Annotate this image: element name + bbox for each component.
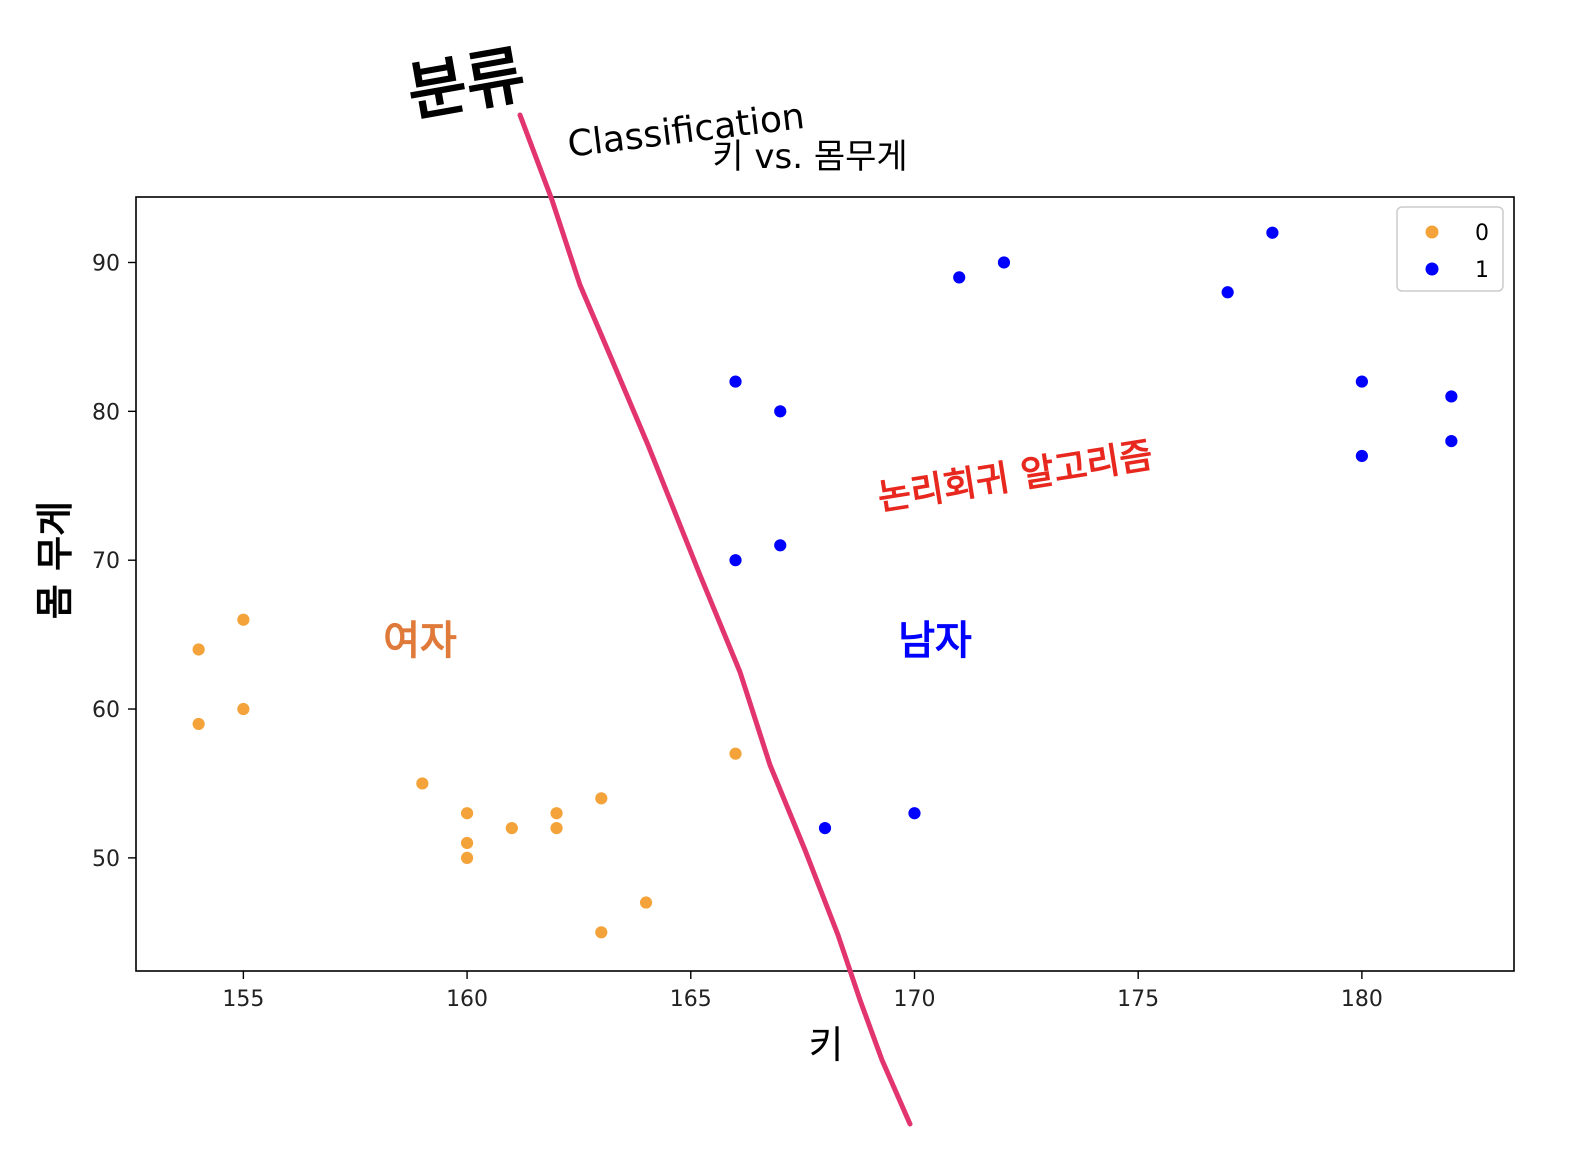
chart-title: 키 vs. 몸무게: [712, 137, 907, 177]
algorithm-annotation: 논리회귀 알고리즘: [875, 435, 1155, 519]
scatter-point-series-1: [773, 404, 788, 419]
x-tick-label: 155: [222, 987, 264, 1012]
y-axis-ticks: 50 60 70 80 90: [92, 251, 136, 872]
scatter-point-series-1: [728, 374, 743, 389]
scatter-point-series-0: [504, 821, 519, 836]
scatter-points: [191, 225, 1459, 940]
scatter-point-series-0: [594, 925, 609, 940]
y-axis-label: 몸 무게: [33, 501, 77, 619]
x-axis-label: 키: [809, 1023, 844, 1067]
scatter-point-series-1: [1220, 285, 1235, 300]
x-tick-label: 170: [893, 987, 935, 1012]
scatter-point-series-0: [460, 806, 474, 821]
scatter-point-series-0: [460, 836, 474, 850]
scatter-point-series-1: [1265, 225, 1280, 240]
legend: 0 1: [1396, 206, 1504, 292]
scatter-point-series-0: [549, 821, 564, 836]
plot-area-frame: [135, 196, 1515, 972]
scatter-point-series-0: [549, 806, 564, 821]
scatter-point-series-0: [415, 776, 430, 791]
scatter-point-series-1: [1444, 434, 1459, 449]
scatter-point-series-1: [728, 553, 743, 568]
legend-label-1: 1: [1475, 258, 1489, 283]
scatter-point-series-0: [236, 702, 251, 716]
scatter-point-series-1: [773, 538, 788, 553]
y-tick-label: 80: [92, 400, 120, 425]
scatter-point-series-1: [1354, 374, 1369, 389]
y-tick-label: 90: [92, 251, 120, 276]
scatter-point-series-0: [191, 717, 206, 731]
scatter-point-series-1: [907, 806, 922, 821]
y-tick-label: 70: [92, 549, 120, 574]
scatter-point-series-0: [728, 746, 743, 761]
female-region-label: 여자: [383, 618, 457, 664]
scatter-point-series-0: [236, 612, 251, 627]
scatter-point-series-0: [460, 850, 474, 865]
scatter-point-series-0: [639, 895, 653, 910]
scatter-point-series-1: [997, 255, 1011, 270]
x-tick-label: 180: [1341, 987, 1383, 1012]
scatter-point-series-1: [1444, 389, 1459, 404]
y-tick-label: 60: [92, 698, 120, 723]
scatter-point-series-0: [191, 642, 206, 657]
x-tick-label: 160: [446, 987, 488, 1012]
legend-label-0: 0: [1475, 221, 1489, 246]
scatter-point-series-1: [1354, 449, 1369, 463]
legend-marker-0: [1425, 225, 1439, 239]
legend-box: [1396, 206, 1504, 292]
x-tick-label: 165: [670, 987, 712, 1012]
chart-heading-korean: 분류: [402, 38, 531, 131]
scatter-point-series-1: [952, 270, 967, 285]
x-tick-label: 175: [1117, 987, 1159, 1012]
scatter-point-series-0: [594, 791, 609, 806]
scatter-point-series-1: [818, 821, 832, 836]
y-tick-label: 50: [92, 847, 120, 872]
decision-boundary-line: [517, 112, 913, 1127]
legend-marker-1: [1425, 262, 1439, 276]
male-region-label: 남자: [898, 618, 972, 664]
x-axis-ticks: 155 160 165 170 175 180: [222, 971, 1383, 1012]
